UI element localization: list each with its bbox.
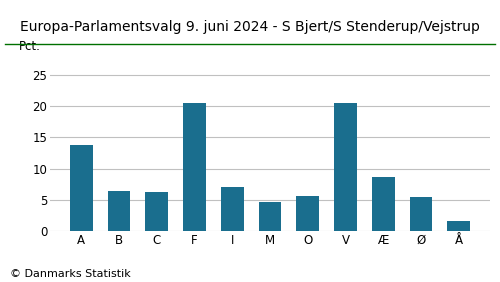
Bar xyxy=(70,145,92,231)
Bar xyxy=(221,187,244,231)
Bar xyxy=(183,103,206,231)
Text: Pct.: Pct. xyxy=(19,40,41,53)
Bar xyxy=(372,177,394,231)
Bar xyxy=(334,103,357,231)
Text: © Danmarks Statistik: © Danmarks Statistik xyxy=(10,269,131,279)
Bar xyxy=(448,221,470,231)
Bar xyxy=(108,191,130,231)
Bar xyxy=(146,192,168,231)
Bar xyxy=(258,202,281,231)
Bar xyxy=(296,195,319,231)
Bar xyxy=(410,197,432,231)
Text: Europa-Parlamentsvalg 9. juni 2024 - S Bjert/S Stenderup/Vejstrup: Europa-Parlamentsvalg 9. juni 2024 - S B… xyxy=(20,20,480,34)
